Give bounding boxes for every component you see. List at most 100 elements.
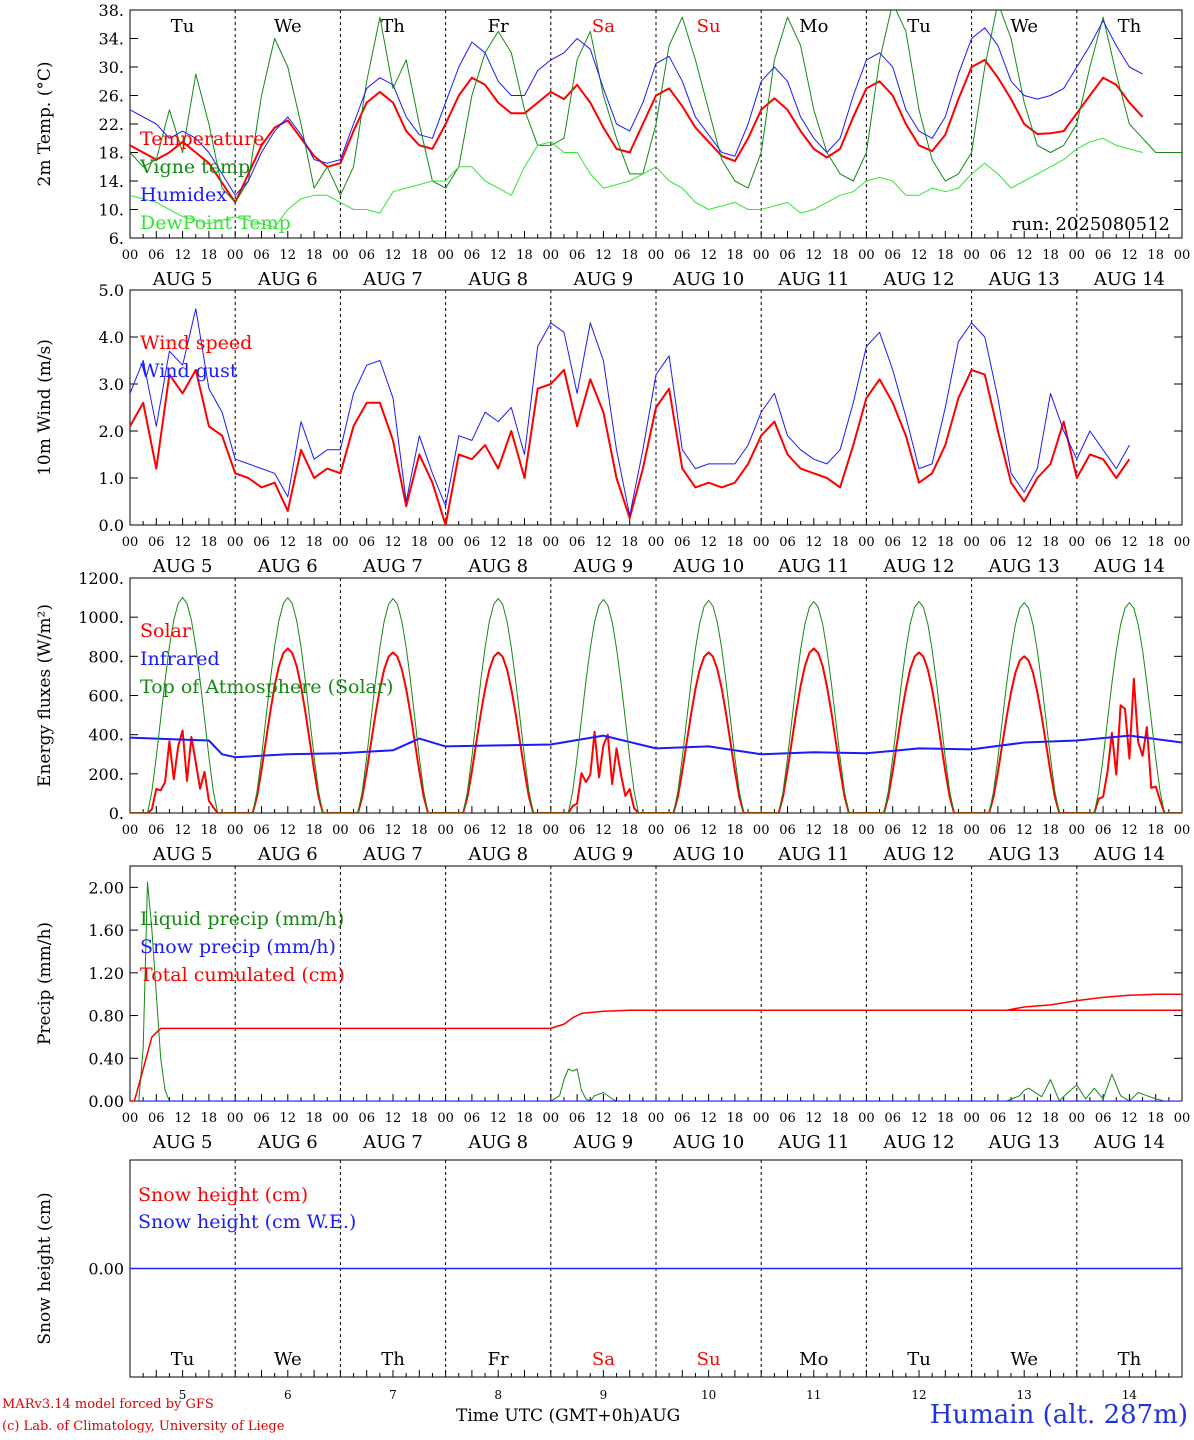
- weekday-label: Mo: [799, 16, 828, 37]
- x-hour-label: 18: [201, 1111, 218, 1126]
- x-hour-label: 06: [569, 823, 586, 838]
- x-hour-label: 00: [858, 248, 875, 263]
- y-axis-label: Energy fluxes (W/m²): [35, 604, 55, 787]
- x-date-label: AUG 10: [672, 844, 744, 865]
- x-hour-label: 12: [700, 535, 717, 550]
- x-hour-label: 06: [464, 1111, 481, 1126]
- x-hour-label: 18: [516, 1111, 533, 1126]
- x-date-label: AUG 10: [672, 1132, 744, 1153]
- x-hour-label: 06: [884, 823, 901, 838]
- x-date-label: AUG 14: [1093, 1132, 1165, 1153]
- series-line-total-cumulated-cm-: [130, 993, 1182, 1101]
- x-hour-label: 00: [122, 1111, 139, 1126]
- x-hour-label: 06: [148, 1111, 165, 1126]
- weekday-label: We: [274, 1349, 302, 1370]
- legend-entry: Vigne temp: [139, 156, 250, 178]
- y-tick-label: 22.: [99, 115, 124, 134]
- x-hour-label: 00: [753, 535, 770, 550]
- weekday-label: Fr: [488, 16, 509, 37]
- legend-entry: Snow precip (mm/h): [140, 936, 336, 958]
- x-hour-label: 00: [332, 823, 349, 838]
- weekday-label: Th: [1118, 1349, 1142, 1370]
- x-date-label: AUG 11: [777, 269, 849, 290]
- y-axis-label: Snow height (cm): [35, 1192, 55, 1344]
- x-hour-label: 18: [1147, 248, 1164, 263]
- x-hour-label: 12: [174, 823, 191, 838]
- x-hour-label: 06: [990, 823, 1007, 838]
- run-label: run: 2025080512: [1012, 214, 1170, 235]
- y-tick-label: 30.: [99, 58, 124, 77]
- x-date-label: AUG 7: [362, 1132, 423, 1153]
- y-tick-label: 1.20: [88, 964, 124, 983]
- weekday-label: Sa: [592, 1349, 615, 1370]
- x-hour-label: 12: [490, 1111, 507, 1126]
- x-hour-label: 12: [911, 1111, 928, 1126]
- x-hour-label: 00: [1174, 1111, 1191, 1126]
- legend-entry: Snow height (cm): [138, 1184, 308, 1206]
- y-tick-label: 0.00: [88, 1260, 124, 1279]
- x-hour-label: 18: [1147, 823, 1164, 838]
- weekday-label: Sa: [592, 16, 615, 37]
- legend-entry: Top of Atmosphere (Solar): [140, 676, 393, 698]
- x-hour-label: 18: [516, 823, 533, 838]
- x-hour-label: 12: [595, 823, 612, 838]
- x-hour-label: 06: [569, 535, 586, 550]
- x-day-number: 13: [1017, 1388, 1032, 1402]
- x-hour-label: 12: [595, 1111, 612, 1126]
- x-day-number: 14: [1122, 1388, 1138, 1402]
- x-day-number: 5: [179, 1388, 187, 1402]
- x-hour-label: 06: [779, 823, 796, 838]
- x-date-label: AUG 13: [988, 556, 1060, 577]
- x-day-number: 7: [389, 1388, 397, 1402]
- series-line-humidex: [130, 20, 1143, 196]
- x-hour-label: 12: [700, 248, 717, 263]
- y-tick-label: 2.00: [88, 878, 124, 897]
- legend-entry: Snow height (cm W.E.): [138, 1211, 356, 1233]
- x-date-label: AUG 7: [362, 844, 423, 865]
- y-tick-label: 1.0: [99, 469, 124, 488]
- y-tick-label: 3.0: [99, 375, 124, 394]
- x-hour-label: 00: [332, 535, 349, 550]
- x-hour-label: 12: [385, 823, 402, 838]
- x-hour-label: 12: [806, 1111, 823, 1126]
- lab-credit: (c) Lab. of Climatology, University of L…: [2, 1419, 285, 1434]
- x-hour-label: 12: [490, 248, 507, 263]
- x-date-label: AUG 10: [672, 556, 744, 577]
- x-hour-label: 12: [385, 1111, 402, 1126]
- x-hour-label: 18: [727, 1111, 744, 1126]
- x-hour-label: 00: [1174, 823, 1191, 838]
- x-hour-label: 00: [1069, 823, 1086, 838]
- y-tick-label: 18.: [99, 144, 124, 163]
- x-hour-label: 12: [1121, 823, 1138, 838]
- x-hour-label: 06: [358, 823, 375, 838]
- x-date-label: AUG 13: [988, 1132, 1060, 1153]
- x-hour-label: 18: [937, 248, 954, 263]
- x-hour-label: 06: [990, 535, 1007, 550]
- x-hour-label: 12: [385, 535, 402, 550]
- x-hour-label: 00: [858, 535, 875, 550]
- x-hour-label: 18: [411, 1111, 428, 1126]
- x-hour-label: 18: [306, 535, 323, 550]
- y-tick-label: 26.: [99, 87, 124, 106]
- x-date-label: AUG 5: [152, 556, 213, 577]
- x-hour-label: 18: [516, 248, 533, 263]
- weekday-label: Tu: [171, 16, 195, 37]
- x-hour-label: 06: [990, 1111, 1007, 1126]
- weekday-label: Tu: [907, 1349, 931, 1370]
- x-date-label: AUG 12: [882, 844, 954, 865]
- x-date-label: AUG 11: [777, 1132, 849, 1153]
- x-date-label: AUG 14: [1093, 844, 1165, 865]
- y-tick-label: 1000.: [78, 608, 124, 627]
- x-hour-label: 00: [648, 1111, 665, 1126]
- x-date-label: AUG 5: [152, 844, 213, 865]
- x-day-number: 10: [701, 1388, 716, 1402]
- x-hour-label: 06: [464, 535, 481, 550]
- y-tick-label: 38.: [99, 1, 124, 20]
- y-axis-label: 10m Wind (m/s): [35, 339, 55, 476]
- x-hour-label: 12: [280, 535, 297, 550]
- x-date-label: AUG 6: [257, 844, 318, 865]
- x-date-label: AUG 12: [882, 556, 954, 577]
- series-line-dewpoint-temp: [130, 137, 1143, 228]
- x-hour-label: 00: [753, 1111, 770, 1126]
